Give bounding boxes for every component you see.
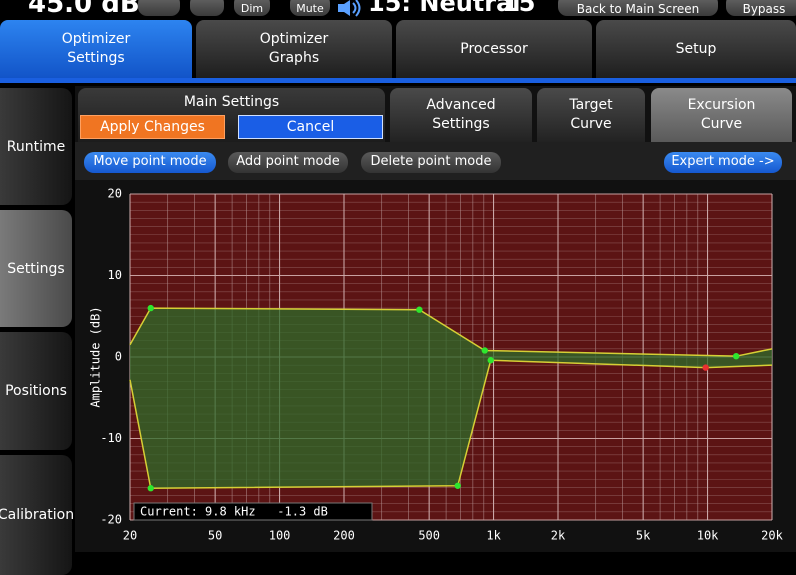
annotation-box — [133, 502, 373, 521]
back-button[interactable]: Back to Main Screen — [558, 0, 718, 16]
x-tick-label: 200 — [333, 529, 355, 543]
side-tab[interactable]: Positions — [0, 332, 72, 450]
main-tab[interactable]: Optimizer Graphs — [196, 20, 392, 78]
mode-button[interactable]: Move point mode — [84, 152, 216, 173]
bypass-button[interactable]: Bypass — [726, 0, 796, 16]
curve-point — [732, 352, 740, 360]
x-tick-label: 500 — [418, 529, 440, 543]
curve — [129, 307, 773, 357]
main-tab[interactable]: Optimizer Settings — [0, 20, 192, 78]
x-tick-label: 2k — [551, 529, 566, 543]
x-tick-label: 20k — [761, 529, 783, 543]
preset-number: 15 — [502, 0, 536, 17]
sub-tab[interactable]: Target Curve — [537, 88, 645, 142]
tab-underline — [0, 78, 796, 83]
mode-button[interactable]: Delete point mode — [361, 152, 501, 173]
main-tab[interactable]: Setup — [596, 20, 796, 78]
top-bar: 45.0 dB Dim Mute 15: Neutral 15 Back to … — [0, 0, 796, 18]
sub-tab[interactable]: Advanced Settings — [390, 88, 532, 142]
y-axis-label: Amplitude (dB) — [89, 306, 103, 407]
curve-point — [147, 485, 154, 492]
curve-point — [702, 364, 709, 371]
side-tab[interactable]: Runtime — [0, 88, 72, 205]
graph: Amplitude (dB) -20 -10 0 10 20 20 50 100 200 500 1… — [89, 187, 784, 543]
panel-title: Main Settings — [183, 94, 280, 110]
expert-button[interactable]: Expert mode -> — [664, 152, 782, 173]
x-tick-label: 20 — [123, 529, 137, 543]
x-tick-label: 1k — [486, 529, 501, 543]
dim-button[interactable]: Dim — [234, 0, 270, 16]
volume-down-button[interactable] — [138, 0, 180, 16]
curve-point — [454, 482, 461, 489]
curve-point — [416, 306, 423, 313]
mode-button[interactable]: Add point mode — [228, 152, 348, 173]
volume-up-button[interactable] — [190, 0, 224, 16]
apply-button[interactable]: Apply Changes — [80, 115, 225, 139]
y-tick-label: -20 — [100, 513, 122, 527]
y-tick-label: 20 — [108, 187, 122, 201]
speaker-icon — [338, 0, 361, 17]
side-tab[interactable]: Settings — [0, 210, 72, 327]
preset-name: 15: Neutral — [368, 0, 521, 17]
x-tick-label: 100 — [269, 529, 291, 543]
x-tick-label: 50 — [208, 529, 222, 543]
main-settings-panel: Main Settings Apply Changes Cancel — [78, 88, 385, 142]
curve-point — [487, 357, 494, 364]
cancel-button[interactable]: Cancel — [238, 115, 383, 139]
x-tick-label: 5k — [636, 529, 651, 543]
main-tab[interactable]: Processor — [396, 20, 592, 78]
enclosed-area — [130, 308, 772, 489]
curve-point — [147, 304, 154, 312]
y-tick-label: 10 — [108, 268, 122, 282]
mute-button[interactable]: Mute — [290, 0, 330, 16]
volume-level: 45.0 dB — [28, 0, 140, 18]
annotation: Current: 9.8 kHz -1.3 dB — [140, 505, 328, 519]
x-tick-label: 10k — [697, 529, 719, 543]
curve — [129, 359, 773, 489]
y-tick-label: 0 — [115, 350, 122, 364]
curve-point — [481, 347, 489, 354]
sub-tab[interactable]: Excursion Curve — [651, 88, 792, 142]
y-tick-label: -10 — [100, 431, 122, 445]
